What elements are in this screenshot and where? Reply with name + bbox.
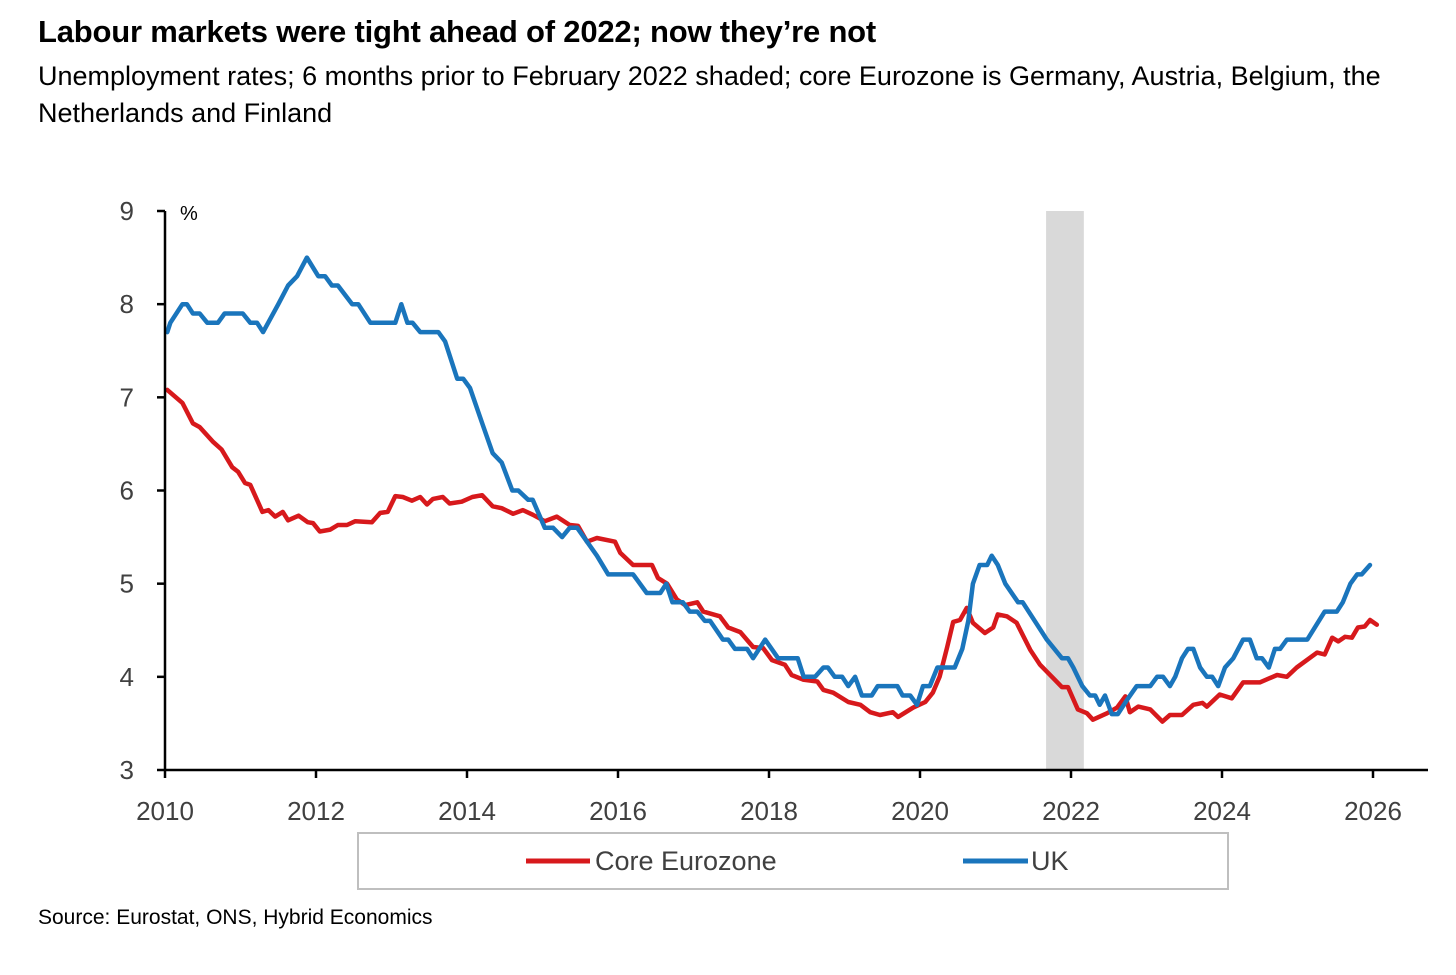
x-tick-label: 2020 bbox=[891, 796, 949, 826]
x-tick-label: 2010 bbox=[136, 796, 194, 826]
x-tick-label: 2018 bbox=[740, 796, 798, 826]
legend: Core Eurozone UK bbox=[357, 832, 1229, 890]
legend-box bbox=[357, 832, 1229, 890]
series-line-core-eurozone bbox=[165, 387, 1380, 724]
y-tick-label: 3 bbox=[120, 755, 134, 785]
legend-label-uk: UK bbox=[1031, 846, 1069, 876]
x-tick-label: 2022 bbox=[1042, 796, 1100, 826]
y-tick-label: 8 bbox=[120, 289, 134, 319]
source-note: Source: Eurostat, ONS, Hybrid Economics bbox=[38, 906, 433, 929]
y-tick-label: 7 bbox=[120, 382, 134, 412]
x-tick-label: 2024 bbox=[1193, 796, 1251, 826]
y-tick-label: 4 bbox=[120, 662, 134, 692]
y-unit-label: % bbox=[180, 203, 198, 225]
chart-subtitle: Unemployment rates; 6 months prior to Fe… bbox=[38, 61, 1381, 128]
x-tick-label: 2026 bbox=[1344, 796, 1402, 826]
y-tick-label: 6 bbox=[120, 476, 134, 506]
x-tick-label: 2014 bbox=[438, 796, 496, 826]
y-tick-label: 9 bbox=[120, 196, 134, 226]
series-line-uk bbox=[165, 255, 1373, 717]
chart-title: Labour markets were tight ahead of 2022;… bbox=[38, 14, 877, 49]
x-tick-label: 2012 bbox=[287, 796, 345, 826]
legend-label-core-eurozone: Core Eurozone bbox=[595, 846, 777, 876]
y-tick-label: 5 bbox=[120, 569, 134, 599]
x-tick-label: 2016 bbox=[589, 796, 647, 826]
